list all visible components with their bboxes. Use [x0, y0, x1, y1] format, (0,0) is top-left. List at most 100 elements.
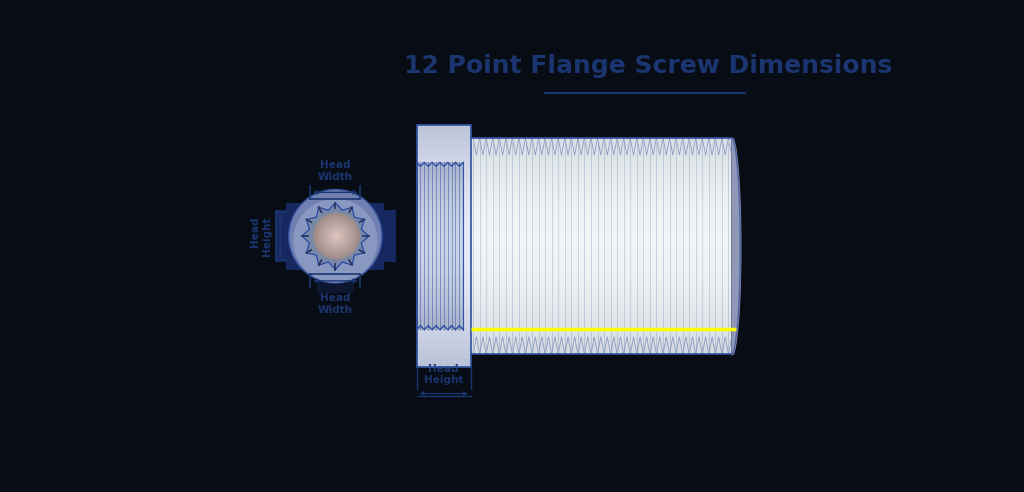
Bar — [471, 343, 731, 345]
Bar — [471, 224, 731, 226]
Bar — [471, 313, 731, 314]
Bar — [471, 271, 731, 273]
Bar — [417, 138, 471, 142]
Bar — [417, 206, 471, 210]
Bar — [471, 181, 731, 183]
Bar — [417, 258, 463, 263]
Bar — [417, 214, 471, 218]
Bar — [417, 166, 463, 171]
Bar — [417, 363, 471, 367]
Bar — [471, 140, 731, 141]
Bar — [417, 162, 463, 166]
Bar — [417, 218, 471, 222]
Bar — [417, 187, 463, 191]
Bar — [417, 175, 463, 179]
Bar — [471, 306, 731, 308]
Bar — [471, 186, 731, 188]
Bar — [417, 314, 471, 318]
Bar — [471, 253, 731, 255]
Bar — [471, 203, 731, 205]
Bar — [417, 191, 463, 196]
Bar — [471, 178, 731, 179]
Bar — [417, 170, 471, 174]
Bar — [417, 321, 463, 326]
Bar — [417, 305, 463, 309]
Bar — [471, 333, 731, 335]
Bar — [417, 190, 471, 194]
Bar — [471, 174, 731, 176]
Bar — [417, 267, 463, 271]
Bar — [471, 336, 731, 338]
Bar — [471, 275, 731, 277]
Bar — [471, 308, 731, 309]
Bar — [417, 209, 463, 213]
Bar — [417, 275, 463, 279]
Bar — [471, 219, 731, 221]
Bar — [417, 242, 471, 246]
Text: Head
Width: Head Width — [317, 160, 353, 182]
Circle shape — [289, 189, 382, 283]
Bar — [417, 294, 471, 298]
Bar — [471, 289, 731, 291]
Circle shape — [326, 225, 348, 247]
Bar — [471, 262, 731, 264]
Bar — [471, 157, 731, 159]
Circle shape — [318, 218, 354, 254]
Circle shape — [327, 226, 347, 246]
Bar — [471, 210, 731, 212]
Bar — [471, 194, 731, 195]
Bar — [417, 322, 471, 326]
Bar — [274, 211, 287, 262]
Bar — [417, 292, 463, 296]
Bar — [471, 201, 731, 203]
Bar — [471, 156, 731, 157]
Bar — [471, 233, 731, 235]
Bar — [471, 192, 731, 194]
Bar — [417, 183, 463, 187]
Bar — [417, 262, 471, 266]
Bar — [471, 316, 731, 318]
Bar — [471, 291, 731, 293]
Bar — [417, 254, 463, 258]
Bar — [471, 248, 731, 249]
Bar — [471, 147, 731, 149]
Bar — [471, 237, 731, 239]
Bar — [471, 145, 731, 147]
Bar — [471, 151, 731, 152]
Bar — [417, 216, 463, 221]
Bar — [471, 264, 731, 266]
Circle shape — [293, 199, 378, 283]
Bar — [417, 129, 471, 133]
Bar — [417, 213, 463, 216]
Bar — [471, 176, 731, 178]
Circle shape — [328, 227, 346, 246]
Bar — [471, 295, 731, 297]
Bar — [417, 196, 463, 200]
Bar — [471, 282, 731, 284]
Bar — [317, 280, 353, 293]
Bar — [417, 286, 471, 290]
Bar — [471, 170, 731, 172]
Bar — [471, 205, 731, 206]
Bar — [417, 246, 471, 250]
Bar — [471, 172, 731, 174]
Bar — [417, 178, 471, 182]
Bar — [471, 241, 731, 243]
Bar — [417, 283, 463, 288]
Bar — [471, 341, 731, 343]
Polygon shape — [302, 203, 369, 270]
Bar — [471, 154, 731, 156]
Bar — [417, 238, 471, 242]
Bar — [471, 322, 731, 324]
Circle shape — [321, 220, 352, 252]
Bar — [471, 251, 731, 253]
Bar — [471, 331, 731, 333]
Bar — [471, 163, 731, 165]
Bar — [417, 226, 471, 230]
Bar — [471, 206, 731, 208]
Bar — [417, 133, 471, 138]
Bar — [471, 239, 731, 241]
Bar — [417, 302, 471, 306]
Bar — [471, 222, 731, 224]
Bar — [471, 273, 731, 275]
